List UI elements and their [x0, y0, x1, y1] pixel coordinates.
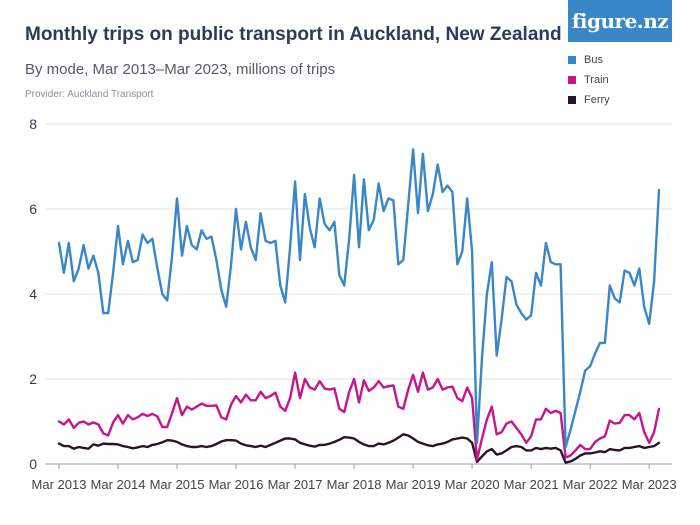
y-tick-label: 0 [29, 456, 37, 472]
figure-nz-logo[interactable]: figure.nz [568, 0, 672, 42]
x-axis: Mar 2013 Mar 2014 Mar 2015 Mar 2016 Mar 2017… [32, 464, 677, 492]
x-tick-label: Mar 2018 [327, 477, 382, 492]
gridlines [45, 123, 672, 465]
legend-label-train: Train [584, 74, 609, 86]
x-tick-label: Mar 2014 [91, 477, 146, 492]
legend-item-bus: Bus [568, 50, 610, 70]
provider-note: Provider: Auckland Transport [25, 89, 154, 100]
x-tick-label: Mar 2015 [150, 477, 205, 492]
x-tick-label: Mar 2022 [563, 477, 618, 492]
chart-subtitle: By mode, Mar 2013–Mar 2023, millions of … [25, 61, 336, 78]
x-tick-label: Mar 2017 [268, 477, 323, 492]
legend-swatch-train [568, 76, 576, 84]
series-line-ferry [57, 433, 661, 464]
legend-swatch-ferry [568, 96, 576, 104]
y-tick-label: 6 [29, 201, 37, 217]
y-axis-ticks: 0 2 4 6 8 [29, 116, 37, 472]
chart-title: Monthly trips on public transport in Auc… [25, 24, 562, 45]
legend-label-bus: Bus [584, 54, 603, 66]
legend-item-ferry: Ferry [568, 90, 610, 110]
legend-item-train: Train [568, 70, 610, 90]
series-line-train [57, 371, 661, 461]
x-tick-label: Mar 2016 [209, 477, 264, 492]
series-line-bus [57, 148, 661, 449]
x-tick-label: Mar 2013 [32, 477, 87, 492]
x-tick-label: Mar 2019 [386, 477, 441, 492]
y-tick-label: 2 [29, 371, 37, 387]
chart-legend: Bus Train Ferry [568, 50, 610, 110]
series-lines [57, 148, 661, 464]
x-tick-label: Mar 2023 [622, 477, 677, 492]
y-tick-label: 8 [29, 116, 37, 132]
legend-swatch-bus [568, 56, 576, 64]
x-tick-label: Mar 2020 [445, 477, 500, 492]
legend-label-ferry: Ferry [584, 94, 610, 106]
y-tick-label: 4 [29, 286, 37, 302]
x-tick-label: Mar 2021 [504, 477, 559, 492]
